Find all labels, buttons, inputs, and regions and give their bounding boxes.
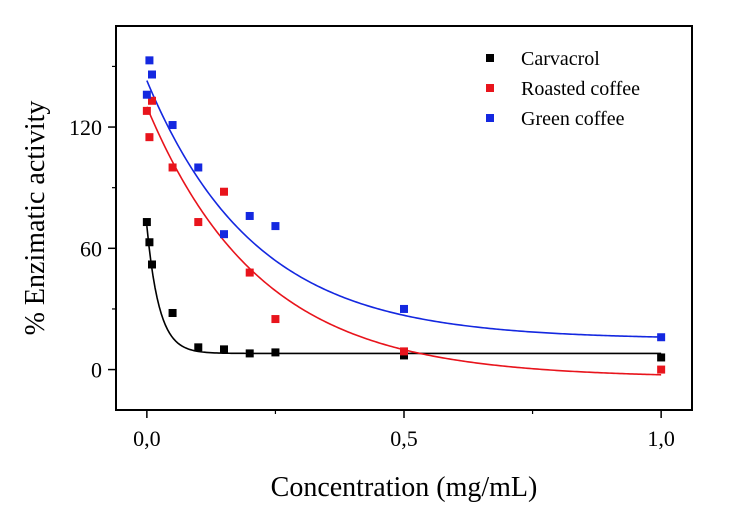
y-tick-label: 0: [91, 358, 102, 383]
legend-label: Carvacrol: [521, 48, 600, 70]
data-point: [148, 96, 156, 105]
data-point: [245, 268, 254, 277]
data-point: [657, 333, 666, 342]
data-point: [194, 163, 203, 172]
data-point: [168, 121, 177, 130]
data-point: [142, 90, 151, 99]
legend-label: Green coffee: [521, 108, 625, 130]
data-point: [145, 133, 154, 142]
x-tick-label: 0,5: [390, 426, 418, 451]
data-point: [400, 347, 408, 356]
data-point: [194, 218, 203, 227]
data-point: [271, 315, 280, 324]
x-axis-title: Concentration (mg/mL): [271, 472, 538, 503]
data-point: [220, 345, 228, 354]
y-axis-title: % Enzimatic activity: [20, 101, 51, 336]
data-point: [220, 230, 228, 239]
data-point: [145, 56, 154, 65]
data-point: [245, 349, 254, 358]
data-point: [142, 106, 151, 115]
legend-marker: [486, 114, 494, 122]
data-point: [271, 348, 280, 357]
data-point: [657, 365, 666, 374]
data-point: [400, 304, 408, 313]
data-point: [148, 70, 156, 79]
x-tick-label: 1,0: [647, 426, 675, 451]
data-point: [220, 187, 228, 196]
data-point: [168, 163, 177, 172]
legend-label: Roasted coffee: [521, 78, 640, 100]
y-tick-label: 60: [80, 236, 102, 261]
data-markers: [142, 56, 666, 374]
data-point: [194, 343, 203, 352]
data-point: [142, 218, 151, 227]
data-point: [168, 308, 177, 317]
axis-ticks: 0,0 0,5 1,0 0 60 120: [69, 65, 675, 451]
x-tick-label: 0,0: [133, 426, 161, 451]
fit-curve: [146, 80, 662, 338]
data-point: [148, 260, 156, 269]
y-tick-label: 120: [69, 115, 102, 140]
legend-marker: [486, 84, 494, 92]
legend: Carvacrol Roasted coffee Green coffee: [486, 48, 640, 130]
data-point: [400, 351, 408, 360]
data-point: [145, 238, 154, 247]
data-point: [657, 353, 666, 362]
data-point: [271, 222, 280, 231]
data-point: [245, 211, 254, 220]
legend-marker: [486, 54, 494, 62]
